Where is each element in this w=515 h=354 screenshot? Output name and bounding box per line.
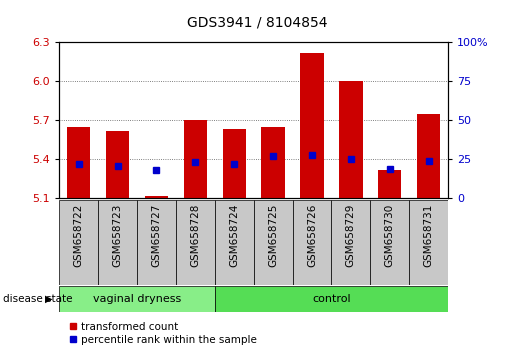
Text: vaginal dryness: vaginal dryness <box>93 294 181 304</box>
Bar <box>409 200 448 285</box>
Bar <box>59 286 215 312</box>
Bar <box>98 200 137 285</box>
Text: disease state: disease state <box>3 294 72 304</box>
Bar <box>332 200 370 285</box>
Text: GSM658727: GSM658727 <box>151 204 161 267</box>
Bar <box>215 200 253 285</box>
Text: GSM658730: GSM658730 <box>385 204 394 267</box>
Bar <box>59 200 98 285</box>
Bar <box>253 200 293 285</box>
Text: GSM658724: GSM658724 <box>229 204 239 267</box>
Bar <box>378 170 401 198</box>
Text: GSM658731: GSM658731 <box>424 204 434 267</box>
Bar <box>222 130 246 198</box>
Bar <box>300 53 323 198</box>
Text: GSM658728: GSM658728 <box>191 204 200 267</box>
Bar <box>184 120 207 198</box>
Bar <box>339 81 363 198</box>
Bar <box>262 127 285 198</box>
Text: GSM658723: GSM658723 <box>113 204 123 267</box>
Text: control: control <box>312 294 351 304</box>
Bar <box>145 196 168 198</box>
Bar <box>176 200 215 285</box>
Text: GSM658722: GSM658722 <box>74 204 83 267</box>
Bar <box>67 127 90 198</box>
Bar <box>293 200 332 285</box>
Text: GSM658725: GSM658725 <box>268 204 278 267</box>
Bar <box>215 286 448 312</box>
Text: GSM658729: GSM658729 <box>346 204 356 267</box>
Text: ▶: ▶ <box>45 294 53 304</box>
Bar <box>106 131 129 198</box>
Bar <box>137 200 176 285</box>
Bar <box>417 114 440 198</box>
Text: GSM658726: GSM658726 <box>307 204 317 267</box>
Legend: transformed count, percentile rank within the sample: transformed count, percentile rank withi… <box>64 317 261 349</box>
Text: GDS3941 / 8104854: GDS3941 / 8104854 <box>187 16 328 30</box>
Bar <box>370 200 409 285</box>
